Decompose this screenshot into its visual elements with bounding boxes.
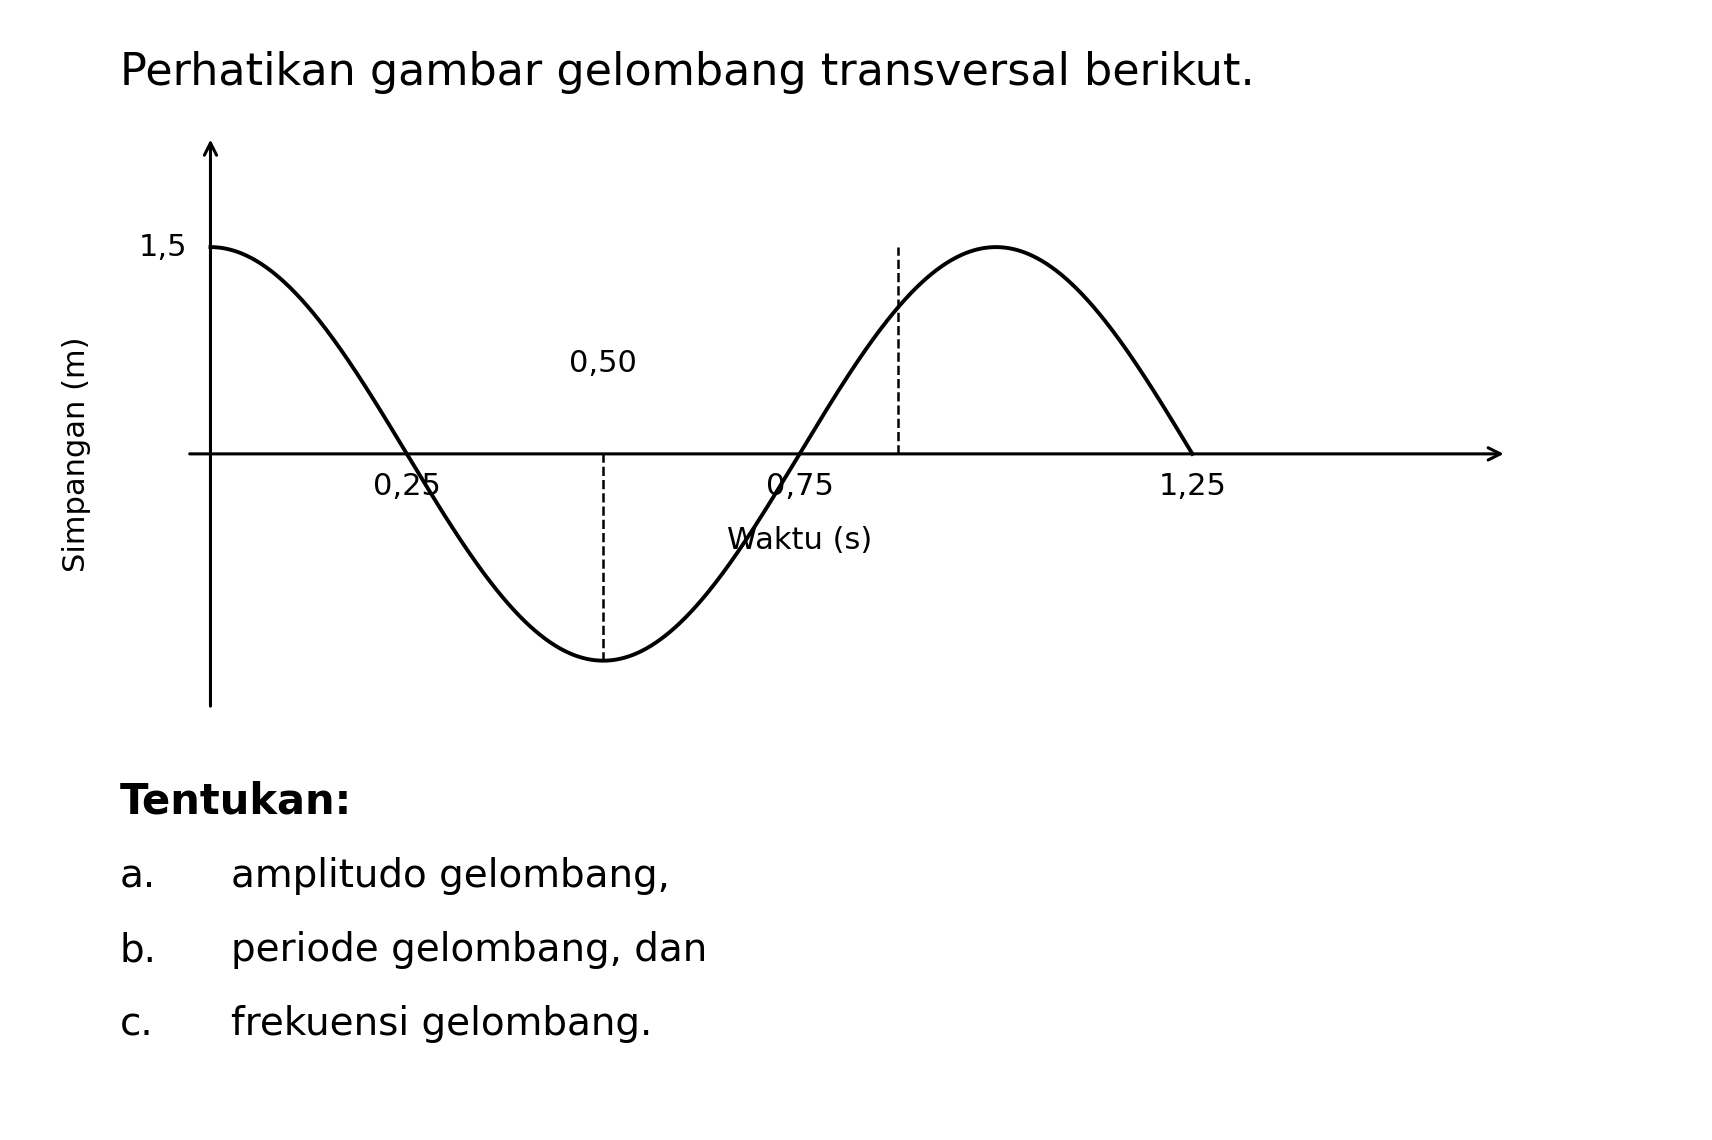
Text: 0,25: 0,25 [373,472,440,500]
Text: amplitudo gelombang,: amplitudo gelombang, [231,857,669,895]
Text: c.: c. [120,1005,154,1043]
Text: Waktu (s): Waktu (s) [728,526,871,554]
Text: b.: b. [120,931,158,969]
Text: Tentukan:: Tentukan: [120,781,353,823]
Text: Simpangan (m): Simpangan (m) [62,336,91,571]
Text: 0,50: 0,50 [570,349,637,378]
Text: frekuensi gelombang.: frekuensi gelombang. [231,1005,652,1043]
Text: 1,25: 1,25 [1159,472,1226,500]
Text: Perhatikan gambar gelombang transversal berikut.: Perhatikan gambar gelombang transversal … [120,51,1255,95]
Text: a.: a. [120,857,156,895]
Text: 0,75: 0,75 [765,472,834,500]
Text: 1,5: 1,5 [139,233,187,261]
Text: periode gelombang, dan: periode gelombang, dan [231,931,707,969]
